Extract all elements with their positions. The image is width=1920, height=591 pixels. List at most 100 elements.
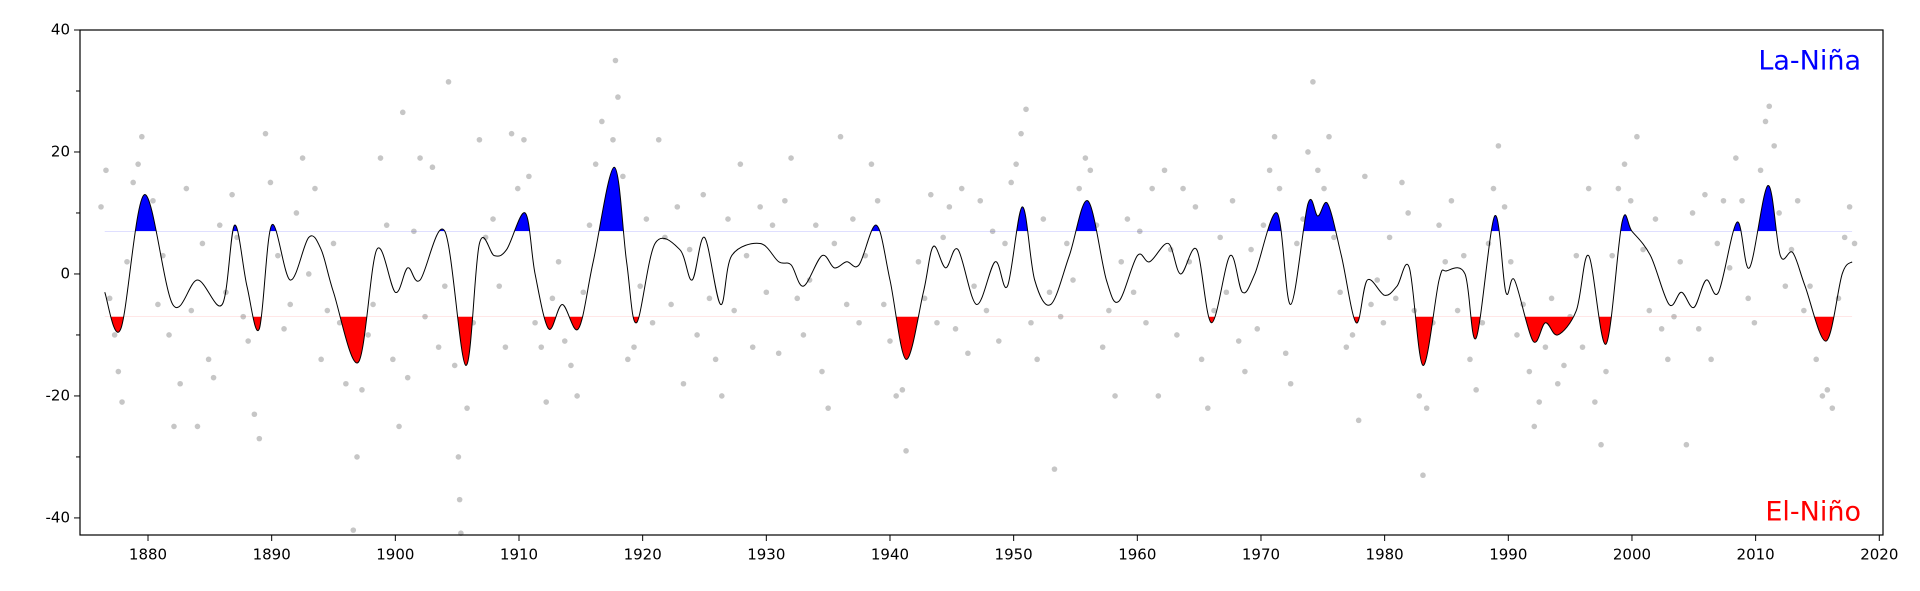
data-point (1733, 155, 1739, 161)
y-tick-label: 40 (51, 21, 70, 39)
data-point (620, 173, 626, 180)
data-point (580, 289, 587, 296)
data-point (1002, 240, 1008, 247)
data-point (1851, 240, 1858, 247)
data-point (725, 216, 731, 222)
data-point (188, 307, 195, 314)
data-point (1448, 197, 1455, 204)
data-point (819, 368, 825, 375)
data-point (694, 332, 700, 338)
data-point (794, 295, 801, 302)
data-point (396, 423, 402, 430)
data-point (899, 387, 906, 393)
data-point (1229, 197, 1236, 204)
y-tick-label: -40 (46, 508, 71, 526)
data-point (643, 216, 650, 222)
data-point (538, 344, 545, 350)
data-point (1174, 332, 1180, 338)
data-point (456, 496, 463, 503)
data-point (1841, 234, 1848, 241)
data-point (455, 454, 462, 460)
data-point (1561, 362, 1567, 369)
data-point (1479, 319, 1486, 326)
data-point (1467, 356, 1473, 363)
data-point (749, 344, 756, 350)
data-point (262, 130, 269, 137)
data-point (668, 301, 674, 308)
data-point (903, 448, 909, 454)
data-point (952, 326, 959, 332)
data-point (1490, 185, 1497, 192)
data-point (1824, 387, 1831, 393)
data-point (1454, 307, 1461, 314)
data-point (521, 136, 527, 143)
data-point (763, 289, 770, 296)
data-point (788, 155, 794, 161)
data-point (119, 399, 125, 405)
data-point (1788, 246, 1795, 253)
data-point (324, 307, 331, 314)
data-point (1198, 356, 1205, 363)
data-point (1064, 240, 1070, 247)
data-point (383, 222, 390, 228)
annotation: El-Niño (1765, 497, 1861, 528)
x-tick-label: 1900 (376, 546, 414, 564)
data-point (1665, 356, 1671, 363)
data-point (1211, 307, 1217, 314)
data-point (812, 222, 819, 228)
data-point (1640, 246, 1646, 253)
data-point (1536, 399, 1543, 405)
data-point (1634, 133, 1640, 140)
data-point (592, 161, 599, 167)
data-point (1726, 265, 1733, 271)
y-tick-label: 0 (60, 264, 70, 282)
data-point (1548, 295, 1555, 302)
data-point (1813, 356, 1820, 363)
data-point (115, 368, 122, 375)
data-point (757, 204, 763, 210)
data-point (856, 319, 862, 326)
data-point (502, 344, 509, 350)
data-point (245, 338, 251, 344)
data-point (1794, 197, 1801, 204)
data-point (971, 283, 977, 289)
data-point (210, 374, 217, 381)
data-point (1745, 295, 1752, 302)
data-point (731, 307, 737, 314)
data-point (1161, 167, 1168, 174)
data-point (1627, 197, 1634, 204)
data-point (719, 393, 725, 399)
data-point (881, 301, 887, 308)
data-point (1149, 185, 1155, 192)
data-point (940, 234, 946, 241)
data-point (977, 197, 984, 204)
data-point (526, 173, 532, 180)
data-point (1343, 344, 1350, 350)
data-point (229, 191, 235, 198)
data-point (946, 204, 953, 210)
data-point (1349, 332, 1356, 338)
data-point (1495, 143, 1502, 149)
data-point (305, 271, 312, 277)
data-point (1018, 130, 1024, 137)
data-point (1442, 258, 1449, 265)
data-point (1554, 380, 1561, 387)
data-point (1762, 118, 1769, 125)
x-tick-label: 2000 (1613, 546, 1651, 564)
data-point (1420, 472, 1426, 479)
data-point (887, 338, 893, 344)
x-tick-label: 1950 (995, 546, 1033, 564)
data-point (155, 301, 161, 308)
data-point (825, 405, 831, 411)
data-point (359, 387, 365, 393)
data-point (1392, 295, 1399, 302)
data-point (1399, 179, 1405, 186)
data-point (712, 356, 719, 363)
data-point (103, 167, 109, 174)
data-point (281, 326, 287, 332)
data-point (1708, 356, 1714, 363)
data-point (139, 133, 145, 140)
data-point (532, 319, 538, 326)
data-point (354, 454, 360, 460)
data-point (1118, 258, 1125, 265)
